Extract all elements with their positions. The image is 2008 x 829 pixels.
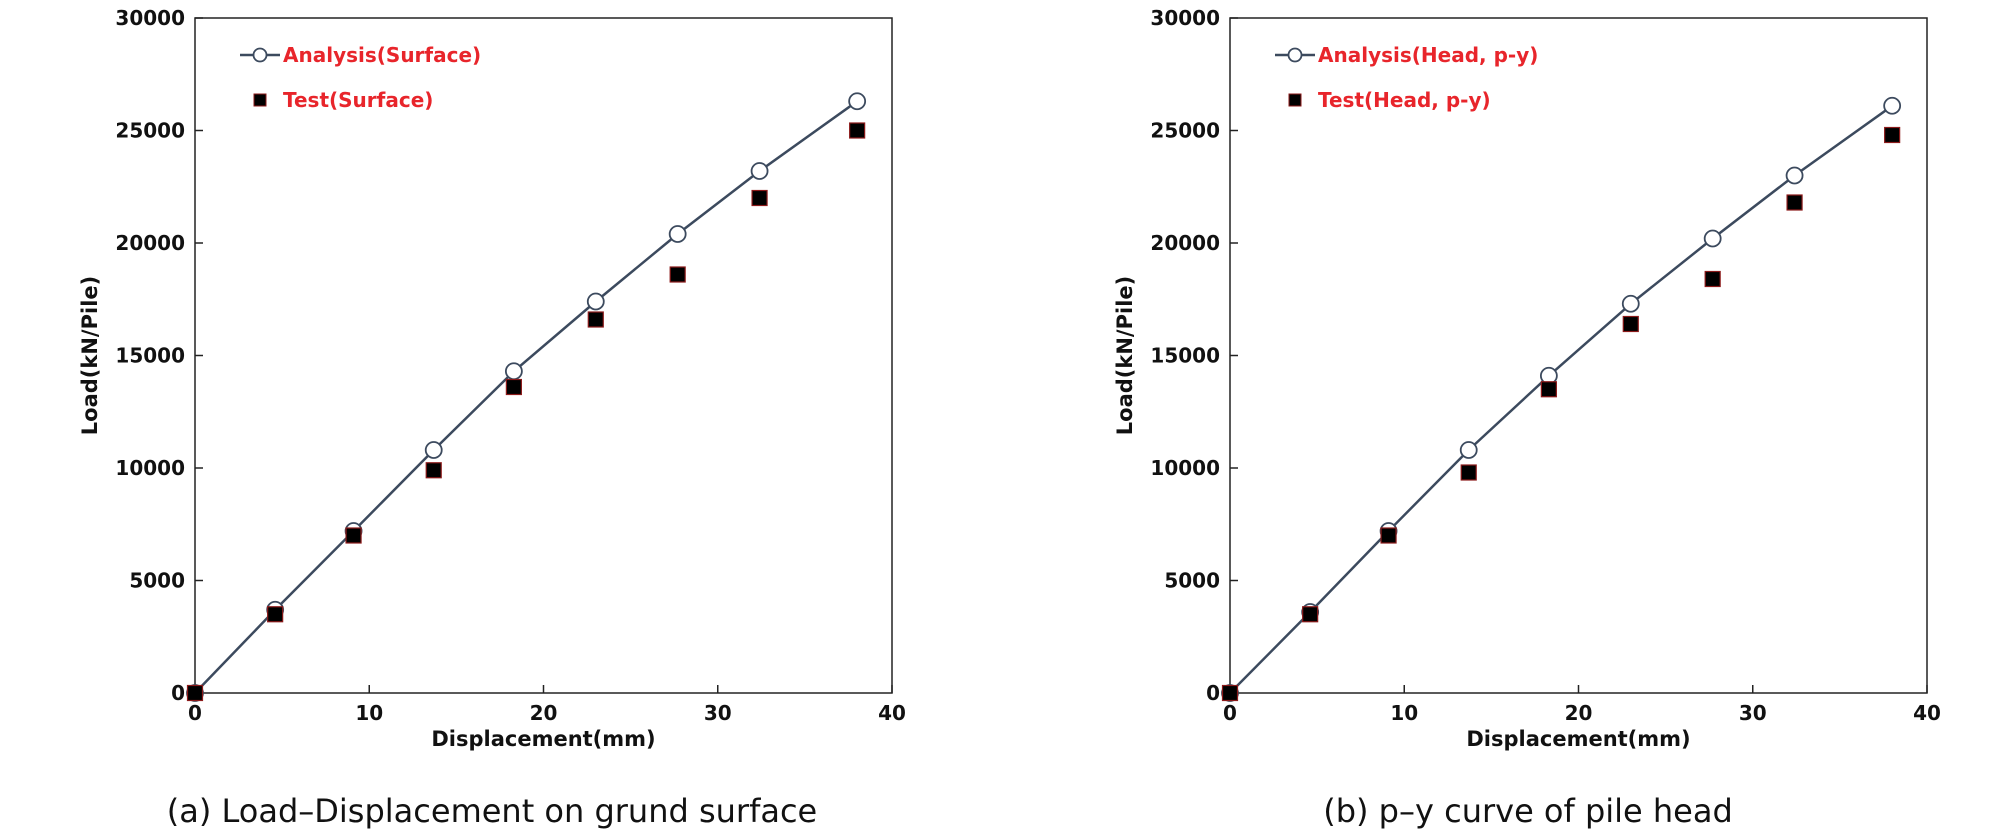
legend: Analysis(Head, p-y) Test(Head, p-y) — [1275, 43, 1538, 112]
x-tick-label: 20 — [530, 701, 558, 725]
data-point-circle — [848, 92, 867, 111]
data-point-square — [1460, 464, 1477, 481]
legend-label-analysis: Analysis(Head, p-y) — [1318, 43, 1538, 67]
x-tick-label: 20 — [1565, 701, 1593, 725]
figure-caption: (b) p–y curve of pile head — [1323, 792, 1733, 829]
data-point-circle — [424, 441, 443, 459]
data-point-circle — [1459, 441, 1478, 459]
data-point-circle — [586, 292, 605, 311]
data-point-square — [425, 462, 442, 479]
series-line — [1229, 104, 1893, 694]
data-point-square — [345, 527, 362, 544]
data-point-square — [587, 311, 604, 328]
y-tick-label: 10000 — [1150, 456, 1220, 480]
x-tick-label: 10 — [1390, 701, 1418, 725]
x-tick-label: 0 — [188, 701, 202, 725]
y-tick-label: 20000 — [115, 231, 185, 255]
y-axis-label: Load(kN/Pile) — [78, 276, 102, 435]
y-tick-label: 10000 — [115, 456, 185, 480]
data-point-circle — [1621, 294, 1640, 313]
data-point-circle — [668, 225, 687, 243]
y-tick-label: 0 — [171, 681, 185, 705]
data-point-square — [1704, 270, 1721, 288]
data-point-circle — [750, 162, 769, 180]
chart-b: 0 5000 10000 15000 20000 25000 30000 0 10 20 30 40 D… — [1113, 6, 1941, 829]
y-axis-label: Load(kN/Pile) — [1113, 276, 1137, 435]
legend-label-test: Test(Surface) — [283, 88, 433, 112]
data-point-square — [267, 606, 284, 623]
data-point-square — [669, 266, 686, 283]
data-point-circle — [1785, 166, 1804, 185]
data-point-circle — [1883, 96, 1902, 115]
y-tick-label: 30000 — [115, 6, 185, 30]
series-test — [1221, 126, 1901, 702]
x-tick-label: 10 — [355, 701, 383, 725]
series-analysis — [186, 92, 867, 702]
legend-square-marker — [1288, 93, 1302, 107]
data-point-square — [1221, 684, 1239, 702]
legend-label-test: Test(Head, p-y) — [1318, 88, 1491, 112]
x-tick-label: 0 — [1223, 701, 1237, 725]
x-tick-label: 40 — [1913, 701, 1941, 725]
x-axis-label: Displacement(mm) — [431, 727, 655, 751]
plot-frame — [194, 17, 893, 694]
legend: Analysis(Surface) Test(Surface) — [240, 43, 481, 112]
series-analysis — [1221, 96, 1902, 702]
data-point-square — [849, 122, 866, 139]
x-tick-label: 30 — [704, 701, 732, 725]
data-point-square — [186, 684, 204, 702]
legend-circle-marker — [252, 47, 268, 63]
data-point-square — [1786, 194, 1803, 211]
data-point-square — [1884, 126, 1901, 144]
y-tick-label: 30000 — [1150, 6, 1220, 30]
plot-frame — [1229, 17, 1928, 694]
y-tick-label: 5000 — [1164, 569, 1220, 593]
legend-circle-marker — [1287, 47, 1303, 63]
y-tick-label: 25000 — [115, 119, 185, 143]
legend-label-analysis: Analysis(Surface) — [283, 43, 481, 67]
series-test — [186, 122, 866, 702]
data-point-square — [1302, 606, 1319, 623]
data-point-square — [751, 189, 768, 207]
y-tick-label: 25000 — [1150, 119, 1220, 143]
x-tick-label: 30 — [1739, 701, 1767, 725]
legend-square-marker — [253, 93, 267, 107]
chart-a: 0 5000 10000 15000 20000 25000 30000 0 10 20 30 40 D… — [78, 6, 906, 829]
y-tick-label: 5000 — [129, 569, 185, 593]
x-axis-label: Displacement(mm) — [1466, 727, 1690, 751]
y-tick-label: 15000 — [1150, 344, 1220, 368]
data-point-square — [505, 378, 522, 396]
x-tick-label: 40 — [878, 701, 906, 725]
data-point-square — [1540, 381, 1557, 398]
data-point-square — [1380, 527, 1397, 544]
y-tick-label: 15000 — [115, 344, 185, 368]
data-point-square — [1622, 315, 1639, 333]
data-point-circle — [1703, 229, 1722, 248]
data-point-circle — [504, 362, 523, 381]
figure-caption: (a) Load–Displacement on grund surface — [167, 792, 817, 829]
y-tick-label: 20000 — [1150, 231, 1220, 255]
y-tick-label: 0 — [1206, 681, 1220, 705]
